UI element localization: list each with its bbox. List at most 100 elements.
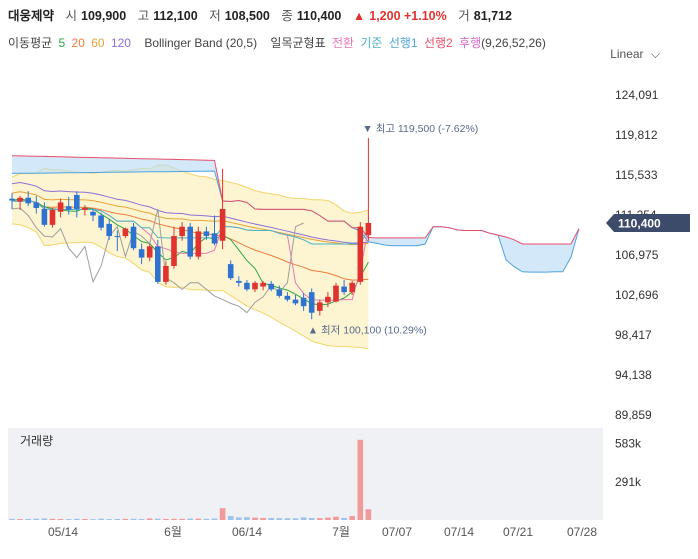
candle-body[interactable] (130, 226, 137, 249)
candle-body[interactable] (236, 280, 242, 283)
candle-body[interactable] (82, 208, 88, 210)
x-tick-label: 07/07 (382, 525, 412, 539)
candle-body[interactable] (146, 246, 153, 258)
bollinger-lower-line (11, 223, 369, 350)
candle-body[interactable] (179, 226, 185, 237)
high-value: 112,100 (153, 9, 198, 23)
candle-body[interactable] (98, 215, 104, 228)
stock-name: 대웅제약 (8, 9, 55, 23)
change-value: 1,200 +1.10% (369, 9, 447, 23)
candle-body[interactable] (317, 302, 323, 311)
candle-body[interactable] (252, 282, 258, 290)
low-value: 108,500 (224, 9, 270, 23)
price-tick-label: 94,138 (615, 368, 652, 382)
volume-bar (365, 509, 372, 520)
volume-bar (106, 519, 112, 520)
candle-body[interactable] (90, 211, 96, 216)
volume-bar (300, 517, 307, 520)
candle-body[interactable] (122, 228, 129, 237)
ma-label[interactable]: 이동평균 (8, 36, 53, 50)
candle-body[interactable] (292, 299, 299, 304)
candle-body[interactable] (74, 194, 80, 209)
price-summary: 대웅제약 시 109,900 고 112,100 저 108,500 종 110,400… (8, 5, 520, 25)
price-tick-label: 89,859 (615, 408, 652, 422)
volume-bar (211, 518, 218, 520)
volume-bar (82, 518, 88, 520)
candle-body[interactable] (357, 226, 364, 282)
candle-body[interactable] (138, 249, 145, 258)
candle-body[interactable] (187, 226, 193, 257)
candle-body[interactable] (49, 209, 56, 225)
ma60-label[interactable]: 60 (91, 36, 105, 50)
ichimoku-chikou-label[interactable]: 후행 (459, 36, 482, 50)
candle-body[interactable] (341, 286, 347, 293)
candle-body[interactable] (268, 283, 274, 290)
candle-body[interactable] (41, 208, 48, 225)
candle-body[interactable] (106, 223, 112, 237)
ma5-label[interactable]: 5 (58, 36, 66, 50)
candle-body[interactable] (211, 233, 218, 244)
candle-body[interactable] (163, 265, 169, 282)
candle-body[interactable] (260, 282, 266, 287)
candle-body[interactable] (227, 264, 234, 279)
candle-body[interactable] (195, 231, 202, 257)
ichimoku-label[interactable]: 일목균형표 (270, 36, 326, 50)
candle-body[interactable] (57, 202, 64, 212)
volume-bar (195, 518, 202, 520)
volume-bar (292, 518, 299, 520)
candle-body[interactable] (325, 296, 331, 303)
volume-panel-title: 거래량 (20, 434, 53, 448)
ichimoku-senkou2-label[interactable]: 선행2 (423, 36, 453, 50)
candle-body[interactable] (25, 197, 31, 204)
ichimoku-cloud (12, 155, 579, 273)
x-tick-label: 07/21 (503, 525, 533, 539)
candle-body[interactable] (33, 202, 40, 209)
volume-bar (17, 519, 23, 520)
volume-bar (155, 518, 161, 520)
volume-bar (74, 518, 80, 520)
candle-body[interactable] (365, 222, 372, 236)
candle-body[interactable] (155, 246, 161, 282)
ichimoku-kijun-label[interactable]: 기준 (360, 36, 383, 50)
candle-body[interactable] (17, 197, 23, 202)
candle-body[interactable] (349, 282, 355, 293)
price-tick-label: 115,533 (615, 168, 658, 182)
candle-body[interactable] (219, 208, 226, 241)
ichimoku-tenkan-label[interactable]: 전환 (331, 36, 355, 50)
candle-body[interactable] (9, 198, 15, 201)
ma20-label[interactable]: 20 (71, 36, 85, 50)
candle-body[interactable] (300, 297, 307, 307)
candle-body[interactable] (244, 282, 250, 290)
volume-bar (325, 517, 331, 520)
ma120-label[interactable]: 120 (110, 36, 131, 50)
candle-body[interactable] (308, 292, 315, 313)
volume-bar (260, 517, 266, 520)
volume-bar (138, 518, 145, 520)
volume-bar (203, 518, 210, 520)
price-tick-label: 124,091 (615, 88, 659, 102)
volume-tick-label: 291k (615, 475, 642, 489)
candle-body[interactable] (171, 236, 177, 266)
candle-body[interactable] (65, 206, 72, 210)
max-price-annotation: ▼ 최고 119,500 (-7.62%) (362, 123, 478, 135)
volume-bar (41, 518, 48, 520)
candle-body[interactable] (284, 295, 291, 300)
price-tick-label: 106,975 (615, 248, 659, 262)
candle-body[interactable] (276, 289, 283, 296)
scale-mode-dropdown[interactable]: Linear ⌵ (610, 47, 660, 62)
candle-body[interactable] (114, 236, 121, 238)
scale-mode-label: Linear (610, 47, 644, 61)
volume-bar (244, 517, 250, 520)
candle-body[interactable] (203, 231, 210, 237)
volume-bar (252, 517, 258, 520)
bollinger-label[interactable]: Bollinger Band (20,5) (144, 36, 258, 50)
ichimoku-senkou1-label[interactable]: 선행1 (388, 36, 418, 50)
volume-tick-label: 583k (615, 436, 642, 450)
indicator-legend: 이동평균 5 20 60 120 Bollinger Band (20,5) 일… (8, 34, 549, 51)
volume-bar (333, 516, 339, 520)
volume-bar (349, 516, 355, 520)
volume-bar (227, 516, 234, 520)
min-price-annotation: ▲ 최저 100,100 (10.29%) (308, 324, 427, 336)
candle-body[interactable] (333, 285, 339, 302)
